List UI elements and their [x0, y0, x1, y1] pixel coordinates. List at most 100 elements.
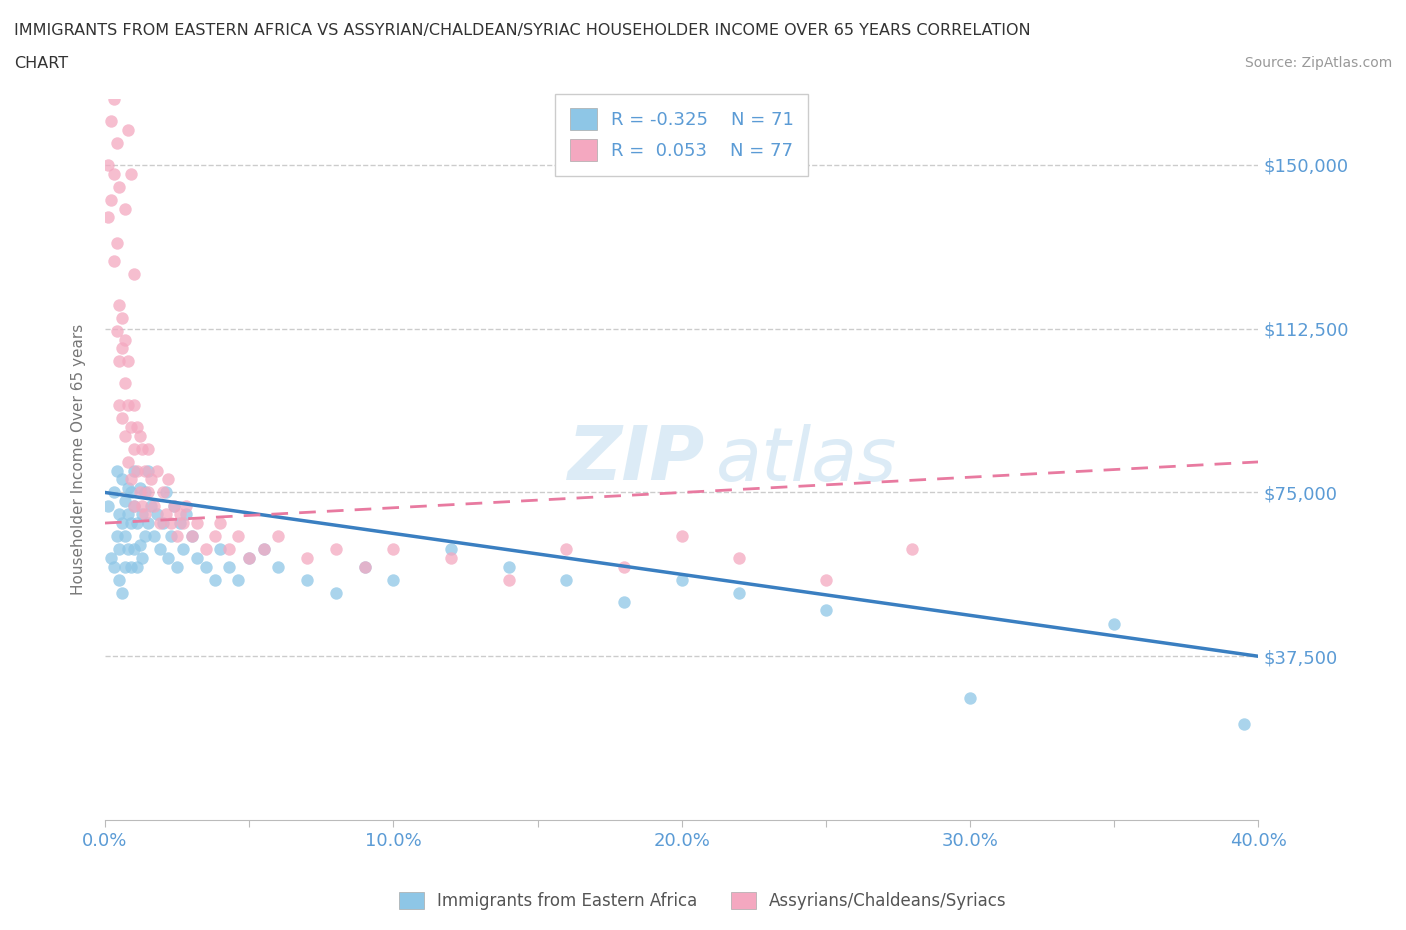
Point — [134, 507, 156, 522]
Point — [814, 603, 837, 618]
Point — [169, 507, 191, 522]
Point — [1233, 716, 1256, 731]
Point — [114, 201, 136, 216]
Point — [1104, 616, 1126, 631]
Point — [120, 559, 142, 574]
Point — [252, 542, 274, 557]
Point — [146, 507, 169, 522]
Point — [134, 463, 156, 478]
Point — [103, 559, 125, 574]
Point — [555, 542, 578, 557]
Point — [143, 529, 166, 544]
Point — [122, 542, 145, 557]
Point — [382, 572, 405, 587]
Point — [103, 92, 125, 107]
Point — [136, 463, 159, 478]
Text: ZIP: ZIP — [568, 423, 704, 497]
Point — [120, 166, 142, 181]
Point — [194, 559, 217, 574]
Text: Source: ZipAtlas.com: Source: ZipAtlas.com — [1244, 56, 1392, 70]
Point — [134, 529, 156, 544]
Point — [100, 551, 122, 565]
Point — [111, 311, 134, 325]
Point — [114, 376, 136, 391]
Point — [120, 485, 142, 500]
Point — [122, 463, 145, 478]
Point — [120, 515, 142, 530]
Point — [105, 136, 128, 151]
Point — [117, 398, 139, 413]
Text: CHART: CHART — [14, 56, 67, 71]
Point — [157, 551, 180, 565]
Point — [114, 529, 136, 544]
Point — [325, 542, 347, 557]
Point — [166, 529, 188, 544]
Point — [218, 559, 240, 574]
Point — [111, 411, 134, 426]
Point — [103, 254, 125, 269]
Point — [226, 572, 249, 587]
Point — [125, 559, 148, 574]
Point — [498, 572, 520, 587]
Point — [108, 354, 131, 369]
Point — [117, 481, 139, 496]
Point — [267, 529, 290, 544]
Point — [111, 472, 134, 486]
Point — [671, 529, 693, 544]
Point — [103, 166, 125, 181]
Point — [114, 428, 136, 443]
Point — [382, 542, 405, 557]
Point — [152, 515, 174, 530]
Point — [174, 507, 197, 522]
Point — [139, 472, 162, 486]
Point — [613, 594, 636, 609]
Point — [180, 529, 202, 544]
Point — [131, 507, 153, 522]
Point — [267, 559, 290, 574]
Point — [97, 157, 120, 172]
Point — [97, 210, 120, 225]
Point — [128, 481, 150, 496]
Point — [155, 507, 177, 522]
Point — [114, 559, 136, 574]
Point — [111, 515, 134, 530]
Point — [131, 442, 153, 457]
Point — [120, 472, 142, 486]
Point — [252, 542, 274, 557]
Point — [959, 690, 981, 705]
Point — [125, 419, 148, 434]
Point — [814, 572, 837, 587]
Point — [186, 515, 208, 530]
Point — [136, 485, 159, 500]
Legend: Immigrants from Eastern Africa, Assyrians/Chaldeans/Syriacs: Immigrants from Eastern Africa, Assyrian… — [392, 885, 1014, 917]
Point — [108, 572, 131, 587]
Point — [172, 515, 194, 530]
Point — [204, 529, 226, 544]
Point — [152, 485, 174, 500]
Point — [194, 542, 217, 557]
Point — [143, 498, 166, 513]
Point — [105, 236, 128, 251]
Point — [169, 515, 191, 530]
Point — [117, 455, 139, 470]
Point — [131, 551, 153, 565]
Point — [108, 507, 131, 522]
Point — [149, 515, 172, 530]
Point — [149, 542, 172, 557]
Point — [97, 498, 120, 513]
Point — [166, 559, 188, 574]
Point — [671, 572, 693, 587]
Point — [105, 529, 128, 544]
Point — [163, 498, 186, 513]
Point — [155, 485, 177, 500]
Point — [238, 551, 260, 565]
Point — [180, 529, 202, 544]
Point — [105, 324, 128, 339]
Point — [163, 498, 186, 513]
Point — [353, 559, 375, 574]
Point — [353, 559, 375, 574]
Text: atlas: atlas — [716, 424, 897, 496]
Point — [186, 551, 208, 565]
Legend: R = -0.325    N = 71, R =  0.053    N = 77: R = -0.325 N = 71, R = 0.053 N = 77 — [555, 94, 808, 176]
Point — [131, 498, 153, 513]
